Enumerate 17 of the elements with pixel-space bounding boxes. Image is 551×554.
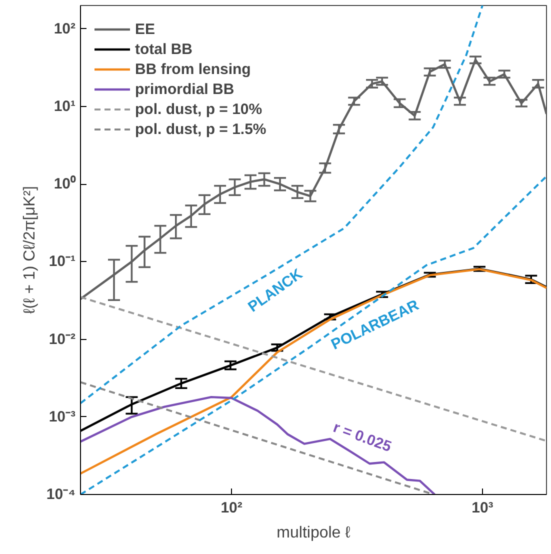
y-tick-label: 10⁻³: [48, 408, 76, 426]
y-tick-label: 10²: [54, 20, 76, 38]
legend-label: pol. dust, p = 1.5%: [135, 120, 266, 138]
y-tick-label: 10⁻¹: [48, 253, 76, 270]
annotation: r = 0.025: [330, 418, 394, 456]
x-axis-title: multipole ℓ: [276, 524, 350, 542]
y-tick-label: 10⁻⁴: [46, 486, 76, 503]
legend-label: pol. dust, p = 10%: [135, 100, 262, 118]
y-tick-label: 10⁻²: [48, 330, 76, 348]
y-axis-title: ℓ(ℓ + 1) Cℓ/2π[μK²]: [21, 186, 38, 314]
y-tick-label: 10¹: [54, 98, 76, 115]
legend-label: BB from lensing: [135, 60, 251, 78]
legend-label: total BB: [135, 40, 192, 58]
y-tick-label: 10⁰: [54, 174, 76, 193]
legend-label: primordial BB: [135, 80, 234, 98]
x-tick-label: 10³: [472, 500, 494, 516]
legend-label: EE: [135, 20, 156, 38]
